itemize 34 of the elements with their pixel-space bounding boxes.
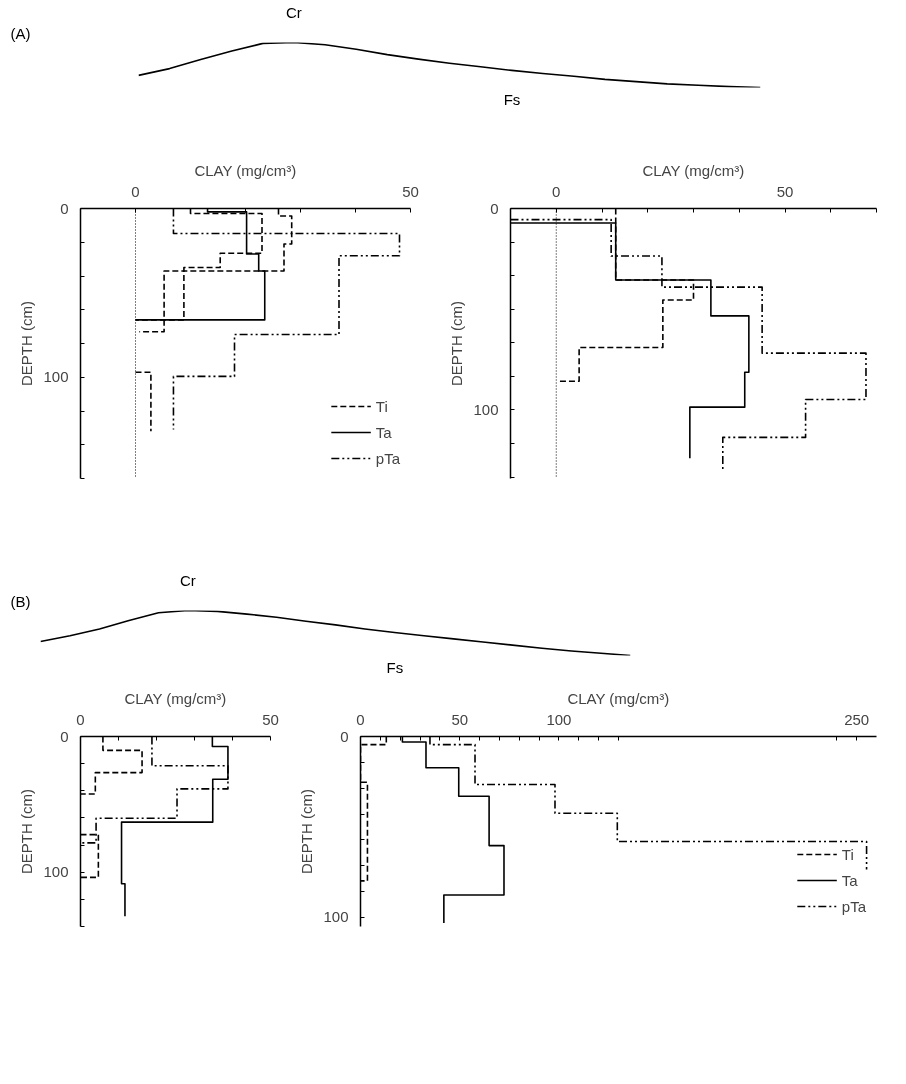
text: (B) bbox=[10, 592, 31, 610]
legend-label: Ta bbox=[375, 423, 393, 441]
text: (A) bbox=[10, 24, 31, 42]
x-tick-label: 250 bbox=[844, 710, 870, 728]
x-tick-label: 50 bbox=[776, 182, 794, 200]
legend-label: Ti bbox=[841, 845, 855, 863]
x-tick-label: 0 bbox=[131, 182, 140, 200]
x-tick-label: 100 bbox=[546, 710, 572, 728]
y-tick-label: 0 bbox=[60, 199, 69, 217]
text: Fs bbox=[503, 90, 521, 108]
y-tick-label: 0 bbox=[60, 727, 69, 745]
text: Cr bbox=[180, 571, 196, 589]
y-axis-title: DEPTH (cm) bbox=[18, 789, 36, 874]
y-tick-label: 100 bbox=[43, 368, 69, 386]
x-axis-title: CLAY (mg/cm³) bbox=[124, 689, 227, 707]
y-axis-title: DEPTH (cm) bbox=[298, 789, 316, 874]
y-axis-title: DEPTH (cm) bbox=[448, 301, 466, 386]
text: Fs bbox=[386, 658, 404, 676]
x-axis-title: CLAY (mg/cm³) bbox=[194, 161, 297, 179]
x-tick-label: 0 bbox=[552, 182, 561, 200]
x-axis-title: CLAY (mg/cm³) bbox=[642, 161, 745, 179]
x-tick-label: 50 bbox=[402, 182, 419, 200]
legend-label: pTa bbox=[841, 897, 866, 915]
x-tick-label: 0 bbox=[76, 710, 85, 728]
y-tick-label: 100 bbox=[43, 863, 69, 881]
x-tick-label: 0 bbox=[356, 710, 365, 728]
legend-label: Ta bbox=[841, 871, 859, 889]
text: Cr bbox=[286, 3, 302, 21]
y-axis-title: DEPTH (cm) bbox=[18, 301, 36, 386]
legend-label: Ti bbox=[375, 397, 389, 415]
legend-label: pTa bbox=[375, 449, 400, 467]
x-axis-title: CLAY (mg/cm³) bbox=[567, 689, 670, 707]
x-tick-label: 50 bbox=[262, 710, 279, 728]
x-tick-label: 50 bbox=[451, 710, 469, 728]
